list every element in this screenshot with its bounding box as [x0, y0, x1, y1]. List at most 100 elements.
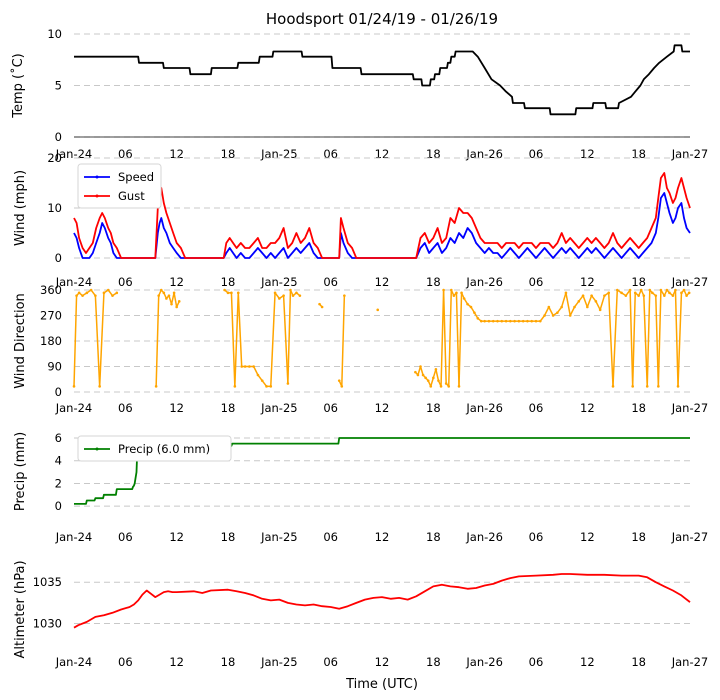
series-direction-segment	[548, 306, 554, 316]
series-direction-segment	[565, 292, 571, 316]
panel-wind-direction: 0 90 180 270 360 Jan-24 06 12 18 Jan-25 06 12 18 Jan-…	[13, 283, 708, 415]
x-tick-label: Jan-25	[260, 530, 298, 544]
x-tick-label: 12	[169, 401, 184, 415]
series-direction-segment	[674, 289, 679, 387]
x-tick-label: 12	[580, 147, 595, 161]
series-direction-point	[376, 308, 380, 312]
x-tick-label: 12	[580, 401, 595, 415]
x-tick-label: 18	[221, 147, 236, 161]
legend-marker	[95, 194, 99, 198]
x-tick-label: 18	[631, 655, 646, 669]
y-axis-label: Wind Direction	[13, 293, 28, 389]
series-direction-segment	[646, 289, 651, 387]
x-tick-label: Jan-26	[465, 530, 503, 544]
series-direction-segment	[612, 289, 619, 387]
y-tick-label: 5	[55, 79, 62, 93]
y-axis-label: Temp (˚C)	[10, 53, 26, 119]
legend-box	[77, 163, 162, 209]
y-tick-label: 0	[55, 385, 62, 399]
series-direction-segment	[417, 366, 422, 376]
x-tick-label: Jan-27	[671, 401, 709, 415]
series-direction-segment	[657, 289, 662, 387]
x-tick-label: 12	[580, 275, 595, 289]
series-direction-segment	[170, 292, 175, 305]
series-direction-segment	[543, 306, 550, 316]
y-tick-label: 0	[55, 251, 62, 265]
x-tick-label: 12	[580, 655, 595, 669]
series-direction-segment	[173, 292, 178, 308]
x-tick-label: 12	[169, 530, 184, 544]
series-direction-segment	[230, 292, 236, 387]
x-tick-label: 06	[323, 530, 338, 544]
y-axis-label: Altimeter (hPa)	[13, 560, 28, 658]
x-tick-label: 06	[118, 275, 133, 289]
x-tick-label: Jan-27	[671, 530, 709, 544]
series-direction-segment	[607, 292, 614, 387]
series-direction-segment	[586, 295, 593, 308]
y-tick-label: 6	[55, 431, 62, 445]
series-direction-segment	[442, 289, 447, 384]
x-tick-label: 18	[426, 401, 441, 415]
series-direction-segment	[287, 289, 292, 384]
series-direction-point	[687, 291, 691, 295]
series-direction-point	[177, 300, 181, 303]
x-tick-label: 12	[169, 147, 184, 161]
x-tick-label: 12	[375, 275, 390, 289]
x-tick-label: 06	[118, 401, 133, 415]
x-tick-label: 18	[426, 275, 441, 289]
x-tick-label: Jan-25	[260, 275, 298, 289]
series-direction-point	[320, 305, 324, 309]
y-tick-label: 10	[47, 201, 62, 215]
x-tick-label: 06	[529, 147, 544, 161]
series-direction-segment	[282, 295, 289, 384]
x-tick-label: 12	[375, 530, 390, 544]
x-tick-label: 06	[118, 655, 133, 669]
legend-label: Speed	[118, 170, 154, 184]
panel-wind-speed: 0 10 20 Jan-24 06 12 18 Jan-25 06 12 18 Jan-26 06 12 1…	[13, 151, 708, 289]
x-tick-label: 06	[529, 401, 544, 415]
x-tick-label: 18	[631, 401, 646, 415]
x-tick-label: 06	[323, 147, 338, 161]
y-tick-label: 4	[55, 454, 62, 468]
x-tick-label: 18	[221, 275, 236, 289]
x-tick-label: 18	[426, 147, 441, 161]
x-tick-label: Jan-25	[260, 401, 298, 415]
x-tick-label: 06	[323, 401, 338, 415]
x-tick-label: Jan-27	[671, 147, 709, 161]
x-tick-label: 12	[375, 655, 390, 669]
x-tick-label: 06	[323, 275, 338, 289]
series-direction-segment	[677, 292, 683, 387]
series-direction-point	[343, 294, 346, 297]
x-tick-label: 18	[221, 655, 236, 669]
series-precip-6-0-mm-line	[74, 437, 690, 505]
x-tick-label: 06	[529, 275, 544, 289]
x-tick-label: 18	[631, 147, 646, 161]
x-tick-label: Jan-24	[55, 275, 93, 289]
x-tick-label: Jan-25	[260, 147, 298, 161]
series-direction-segment	[455, 292, 460, 387]
x-tick-label: 12	[375, 147, 390, 161]
y-tick-label: 10	[47, 27, 62, 41]
series-speed-line	[73, 192, 691, 259]
legend-box	[77, 435, 232, 462]
series-direction-segment	[655, 295, 660, 387]
y-tick-label: 180	[40, 334, 62, 348]
x-tick-label: Jan-24	[55, 401, 93, 415]
x-tick-label: Jan-26	[465, 655, 503, 669]
series-direction-segment	[430, 377, 435, 387]
panel-altimeter: 1030 1035 Jan-24 06 12 18 Jan-25 06 12 18 Jan-26 06…	[13, 560, 708, 669]
series-direction-segment	[270, 292, 276, 387]
series-direction-segment	[629, 289, 634, 387]
y-tick-label: 270	[40, 309, 62, 323]
panel-temperature: 0 5 10 Jan-24 06 12 18 Jan-25 06 12 18 Jan-26 06 12 18…	[10, 27, 708, 161]
x-tick-label: 12	[580, 530, 595, 544]
y-tick-label: 0	[55, 499, 62, 513]
y-tick-label: 1035	[33, 575, 62, 589]
x-tick-label: 18	[426, 530, 441, 544]
x-tick-label: 12	[169, 275, 184, 289]
series-direction-segment	[643, 295, 648, 387]
x-tick-label: 12	[169, 655, 184, 669]
series-direction-segment	[237, 292, 243, 367]
y-axis-label: Wind (mph)	[13, 170, 28, 246]
